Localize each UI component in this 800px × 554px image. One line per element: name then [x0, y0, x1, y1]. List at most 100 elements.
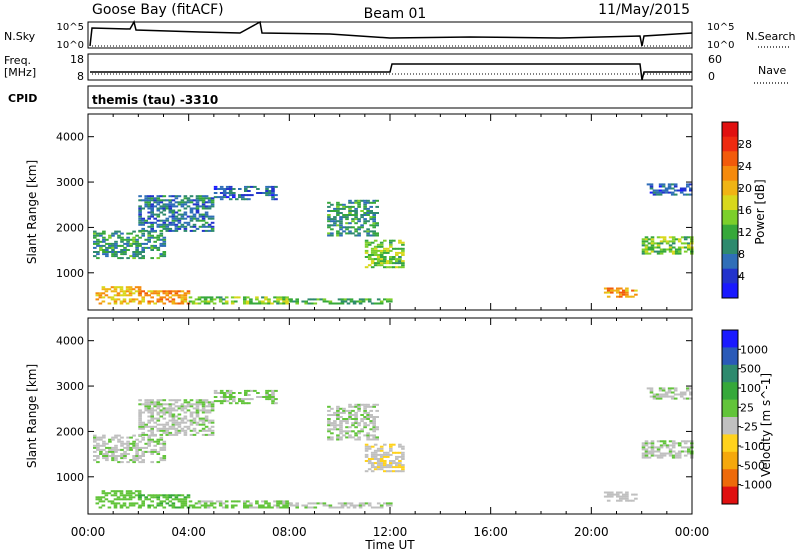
echo-cell [129, 442, 133, 445]
echo-cell [372, 218, 376, 221]
echo-cell [204, 213, 209, 216]
echo-cell [177, 498, 182, 501]
nsky-left-tick-top: 10^5 [57, 22, 84, 33]
echo-cell [686, 397, 690, 400]
echo-cell [132, 253, 136, 256]
echo-cell [138, 427, 142, 430]
echo-cell [230, 504, 235, 507]
colorbar-segment [722, 195, 738, 211]
echo-cell [373, 258, 378, 261]
echo-cell [625, 295, 629, 298]
echo-cell [150, 448, 154, 451]
echo-cell [93, 240, 97, 243]
echo-cell [398, 455, 402, 458]
echo-cell [156, 450, 161, 453]
echo-cell [171, 290, 176, 293]
echo-cell [665, 446, 670, 449]
echo-cell [174, 496, 179, 499]
echo-cell [369, 434, 373, 437]
echo-cell [366, 418, 370, 420]
date-title: 11/May/2015 [598, 2, 690, 18]
echo-cell [203, 302, 208, 305]
echo-cell [274, 398, 278, 401]
echo-cell [689, 397, 693, 400]
echo-cell [153, 302, 157, 305]
echo-cell [135, 251, 139, 253]
echo-cell [683, 242, 688, 245]
echo-cell [262, 396, 266, 398]
echo-cell [135, 448, 139, 451]
echo-cell [93, 455, 97, 457]
echo-cell [352, 300, 357, 303]
echo-cell [363, 418, 367, 420]
echo-cell [93, 446, 97, 449]
echo-cell [372, 226, 376, 229]
echo-cell [339, 411, 343, 414]
echo-cell [201, 197, 206, 200]
echo-cell [180, 427, 185, 430]
echo-cell [159, 399, 164, 402]
echo-cell [373, 449, 378, 452]
echo-cell [330, 414, 334, 416]
echo-cell [134, 490, 139, 493]
echo-cell [204, 195, 209, 198]
echo-cell [398, 241, 402, 244]
echo-cell [650, 236, 655, 239]
colorbar-tick-label: -100 [740, 440, 765, 453]
echo-cell [243, 502, 247, 505]
echo-cell [327, 214, 331, 216]
echo-cell [210, 431, 215, 434]
echo-cell [93, 450, 97, 453]
echo-cell [147, 205, 151, 208]
echo-cell [265, 392, 269, 394]
echo-cell [354, 426, 358, 429]
echo-cell [128, 294, 133, 297]
echo-cell [150, 415, 154, 418]
echo-cell [662, 240, 667, 243]
echo-cell [661, 395, 666, 398]
echo-cell [367, 264, 372, 267]
echo-cell [610, 287, 614, 290]
echo-cell [135, 242, 139, 245]
echo-cell [616, 295, 620, 298]
echo-cell [153, 448, 157, 451]
echo-cell [215, 296, 220, 299]
echo-cell [345, 216, 349, 219]
echo-cell [116, 490, 121, 493]
echo-cell [340, 298, 345, 301]
freq-series-line [90, 63, 692, 81]
echo-cell [389, 449, 393, 452]
echo-cell [342, 207, 346, 210]
echo-cell [336, 438, 340, 441]
y-tick-label: 1000 [56, 267, 84, 280]
echo-cell [183, 229, 188, 232]
echo-cell [389, 249, 393, 252]
echo-cell [162, 446, 167, 449]
echo-cell [191, 300, 196, 303]
echo-cell [138, 213, 142, 216]
echo-cell [156, 298, 161, 301]
echo-cell [664, 393, 669, 396]
echo-cell [680, 440, 685, 443]
echo-cell [373, 247, 378, 250]
echo-cell [661, 189, 666, 192]
echo-cell [111, 244, 115, 247]
echo-cell [247, 190, 251, 192]
echo-cell [649, 389, 654, 392]
echo-cell [189, 211, 194, 214]
echo-cell [156, 438, 161, 441]
echo-cell [376, 462, 381, 465]
echo-cell [659, 440, 664, 443]
echo-cell [687, 236, 691, 239]
echo-cell [389, 241, 393, 244]
echo-cell [255, 298, 259, 301]
echo-cell [138, 433, 142, 436]
echo-cell [156, 429, 161, 432]
echo-cell [375, 409, 379, 412]
echo-cell [603, 495, 608, 498]
echo-cell [165, 294, 170, 297]
echo-cell [258, 300, 262, 303]
nsky-right-tick-bottom: 10^0 [707, 40, 734, 51]
echo-cell [345, 430, 349, 433]
